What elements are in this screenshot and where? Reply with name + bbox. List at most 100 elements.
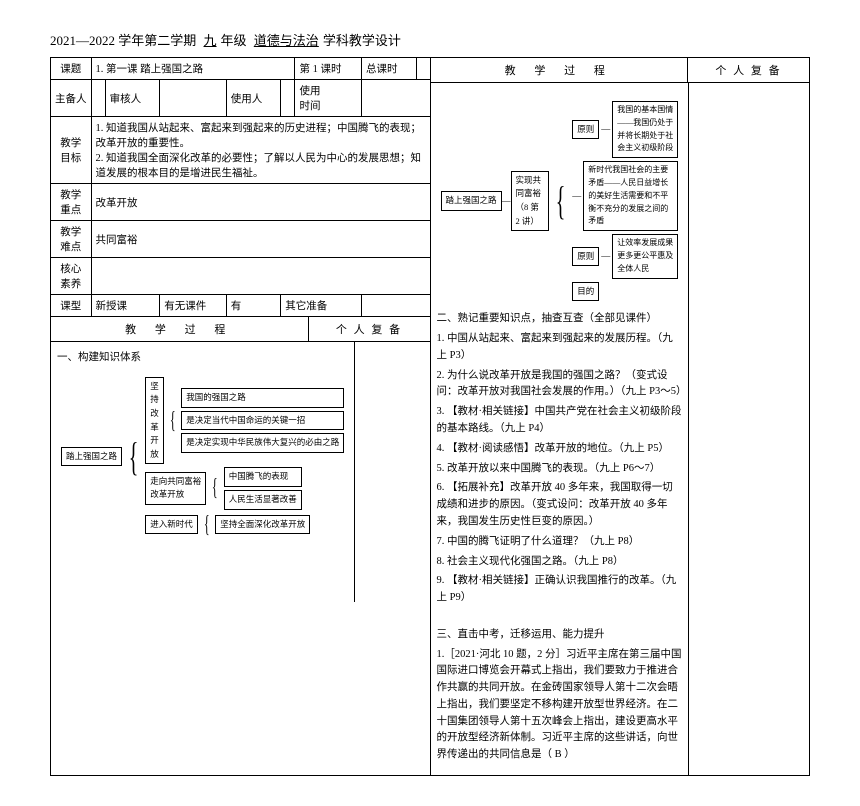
diagram-2: 踏上强国之路 — 实现共同富裕 （8 第 2 讲） { 原则—我国的基本国情——…: [441, 101, 679, 301]
diagram-leaf: 是决定当代中国命运的关键一招: [181, 411, 344, 431]
brace-icon: {: [129, 437, 139, 477]
dash-icon: —: [502, 194, 511, 208]
diff-row: 教学 难点 共同富裕: [51, 221, 430, 258]
main-layout: 课题 1. 第一课 踏上强国之路 第 1 课时 总课时 主备人 审核人 使用人 …: [50, 57, 810, 776]
knowledge-item: 7. 中国的腾飞证明了什么道理？（九上 P8）: [437, 534, 683, 551]
diagram-leaf: 是决定实现中华民族伟大复兴的必由之路: [181, 433, 344, 453]
reviewer-label: 审核人: [105, 80, 160, 117]
topic-value: 1. 第一课 踏上强国之路: [91, 58, 295, 80]
knowledge-item: 6. 【拓展补充】改革开放 40 多年来，我国取得一切成绩和进步的原因。（变式设…: [437, 480, 683, 530]
process-header-left: 教 学 过 程 个 人 复 备: [51, 317, 430, 342]
topic-row: 课题 1. 第一课 踏上强国之路 第 1 课时 总课时: [51, 58, 430, 80]
diagram-leaf: 新时代我国社会的主要矛盾——人民日益增长的美好生活需要和不平衡不充分的发展之间的…: [583, 161, 678, 231]
knowledge-item: 1. 中国从站起来、富起来到强起来的发展历程。（九上 P3）: [437, 331, 683, 365]
total-period-value: [416, 58, 429, 80]
process-title-r: 教 学 过 程: [431, 58, 689, 82]
d1-root: 踏上强国之路: [61, 447, 122, 467]
dash-icon: —: [572, 189, 581, 203]
knowledge-item: 8. 社会主义现代化强国之路。（九上 P8）: [437, 554, 683, 571]
brace-icon: {: [556, 181, 566, 221]
knowledge-item: 5. 改革开放以来中国腾飞的表现。（九上 P6～7）: [437, 461, 683, 478]
diagram-leaf: 人民生活显著改善: [224, 490, 302, 510]
goals-row: 教学 目标 1. 知道我国从站起来、富起来到强起来的历史进程；中国腾飞的表现；改…: [51, 117, 430, 184]
section3-title: 三、直击中考，迁移运用、能力提升: [437, 627, 683, 644]
diagram-leaf: 中国腾飞的表现: [224, 467, 302, 487]
knowledge-item: 9. 【教材·相关链接】正确认识我国推行的改革。（九上 P9）: [437, 573, 683, 607]
courseware-value: 有: [226, 295, 281, 317]
reviewer-value: [160, 80, 227, 117]
process-header-right: 教 学 过 程 个 人 复 备: [431, 58, 810, 83]
type-value: 新授课: [91, 295, 160, 317]
section1-title: 一、构建知识体系: [57, 350, 348, 367]
diagram-leaf: 我国的基本国情——我国仍处于并将长期处于社会主义初级阶段: [612, 101, 678, 158]
knowledge-item: 2. 为什么说改革开放是我国的强国之路？（变式设问：改革开放对我国社会发展的作用…: [437, 368, 683, 402]
usetime-value: [362, 80, 430, 117]
diagram-leaf: 我国的强国之路: [181, 388, 344, 408]
diagram-node: 坚持改革开放: [145, 377, 164, 465]
focus-label: 教学 重点: [51, 184, 91, 221]
user-label: 使用人: [226, 80, 281, 117]
goals-text: 1. 知道我国从站起来、富起来到强起来的历史进程；中国腾飞的表现；改革开放的重要…: [91, 117, 430, 184]
notes-title: 个 人 复 备: [309, 317, 430, 341]
brace-icon: {: [170, 409, 176, 433]
diagram-branch: 进入新时代 {坚持全面深化改革开放: [145, 513, 344, 537]
brace-icon: {: [212, 476, 218, 500]
diagram-1: 踏上强国之路 { 坚持改革开放{我国的强国之路是决定当代中国命运的关键一招是决定…: [61, 377, 344, 537]
right-notes-area: [689, 83, 809, 775]
knowledge-item: 3. 【教材·相关链接】中国共产党在社会主义初级阶段的基本路线。（九上 P4）: [437, 404, 683, 438]
courseware-label: 有无课件: [160, 295, 227, 317]
year: 2021—2022 学年第二学期: [50, 33, 196, 48]
dash-icon: —: [601, 249, 610, 263]
diagram-node: 目的: [572, 282, 599, 302]
diagram-node: 走向共同富裕 改革开放: [145, 472, 206, 505]
diagram-node: 进入新时代: [145, 515, 198, 535]
topic-label: 课题: [51, 58, 91, 80]
d2-root: 踏上强国之路: [441, 191, 502, 211]
left-column: 课题 1. 第一课 踏上强国之路 第 1 课时 总课时 主备人 审核人 使用人 …: [51, 58, 431, 775]
other-value: [362, 295, 430, 317]
diagram-branch: 坚持改革开放 {我国的强国之路是决定当代中国命运的关键一招是决定实现中华民族伟大复…: [145, 377, 344, 465]
grade: 九: [200, 33, 221, 48]
focus-row: 教学 重点 改革开放: [51, 184, 430, 221]
diagram-leaf: 让效率发展成果更多更公平惠及全体人民: [612, 234, 678, 278]
focus-text: 改革开放: [91, 184, 430, 221]
goals-label: 教学 目标: [51, 117, 91, 184]
subject: 道德与法治: [250, 33, 323, 48]
diagram-branch: 目的: [572, 282, 678, 302]
left-process-content: 一、构建知识体系 踏上强国之路 { 坚持改革开放{我国的强国之路是决定当代中国命…: [51, 342, 355, 602]
right-column: 教 学 过 程 个 人 复 备 踏上强国之路 — 实现共同富裕 （8 第 2 讲…: [431, 58, 810, 775]
info-table: 课题 1. 第一课 踏上强国之路 第 1 课时 总课时 主备人 审核人 使用人 …: [51, 58, 430, 317]
type-label: 课型: [51, 295, 91, 317]
diagram-leaf: 坚持全面深化改革开放: [215, 515, 310, 535]
exam-question: 1.［2021·河北 10 题，2 分］习近平主席在第三届中国国际进口博览会开幕…: [437, 647, 683, 765]
diagram-node: 原则: [572, 247, 599, 267]
preparer-label: 主备人: [51, 80, 91, 117]
brace-icon: {: [204, 513, 210, 537]
diff-label: 教学 难点: [51, 221, 91, 258]
knowledge-item: 4. 【教材·阅读感悟】改革开放的地位。（九上 P5）: [437, 441, 683, 458]
notes-title-r: 个 人 复 备: [688, 58, 809, 82]
core-row: 核心 素养: [51, 258, 430, 295]
diagram-branch: 走向共同富裕 改革开放{ 中国腾飞的表现人民生活显著改善: [145, 467, 344, 509]
total-period-label: 总课时: [362, 58, 417, 80]
other-label: 其它准备: [281, 295, 362, 317]
process-title: 教 学 过 程: [51, 317, 309, 341]
right-process-content: 踏上强国之路 — 实现共同富裕 （8 第 2 讲） { 原则—我国的基本国情——…: [431, 83, 690, 775]
diagram-branch: —新时代我国社会的主要矛盾——人民日益增长的美好生活需要和不平衡不充分的发展之间…: [572, 161, 678, 231]
knowledge-list: 二、熟记重要知识点，抽查互查（全部见课件） 1. 中国从站起来、富起来到强起来的…: [437, 311, 683, 764]
diff-text: 共同富裕: [91, 221, 430, 258]
section2-title: 二、熟记重要知识点，抽查互查（全部见课件）: [437, 311, 683, 328]
people-row: 主备人 审核人 使用人 使用 时间: [51, 80, 430, 117]
usetime-label: 使用 时间: [295, 80, 362, 117]
user-value: [281, 80, 295, 117]
diagram-branch: 原则—我国的基本国情——我国仍处于并将长期处于社会主义初级阶段: [572, 101, 678, 158]
page-header: 2021—2022 学年第二学期 九年级 道德与法治学科教学设计: [50, 30, 810, 49]
left-notes-area: [355, 342, 429, 602]
dash-icon: —: [601, 122, 610, 136]
diagram-node: 原则: [572, 120, 599, 140]
type-row: 课型 新授课 有无课件 有 其它准备: [51, 295, 430, 317]
period-label: 第 1 课时: [295, 58, 362, 80]
preparer-value: [91, 80, 105, 117]
d2-mid: 实现共同富裕 （8 第 2 讲）: [511, 171, 549, 231]
core-text: [91, 258, 430, 295]
